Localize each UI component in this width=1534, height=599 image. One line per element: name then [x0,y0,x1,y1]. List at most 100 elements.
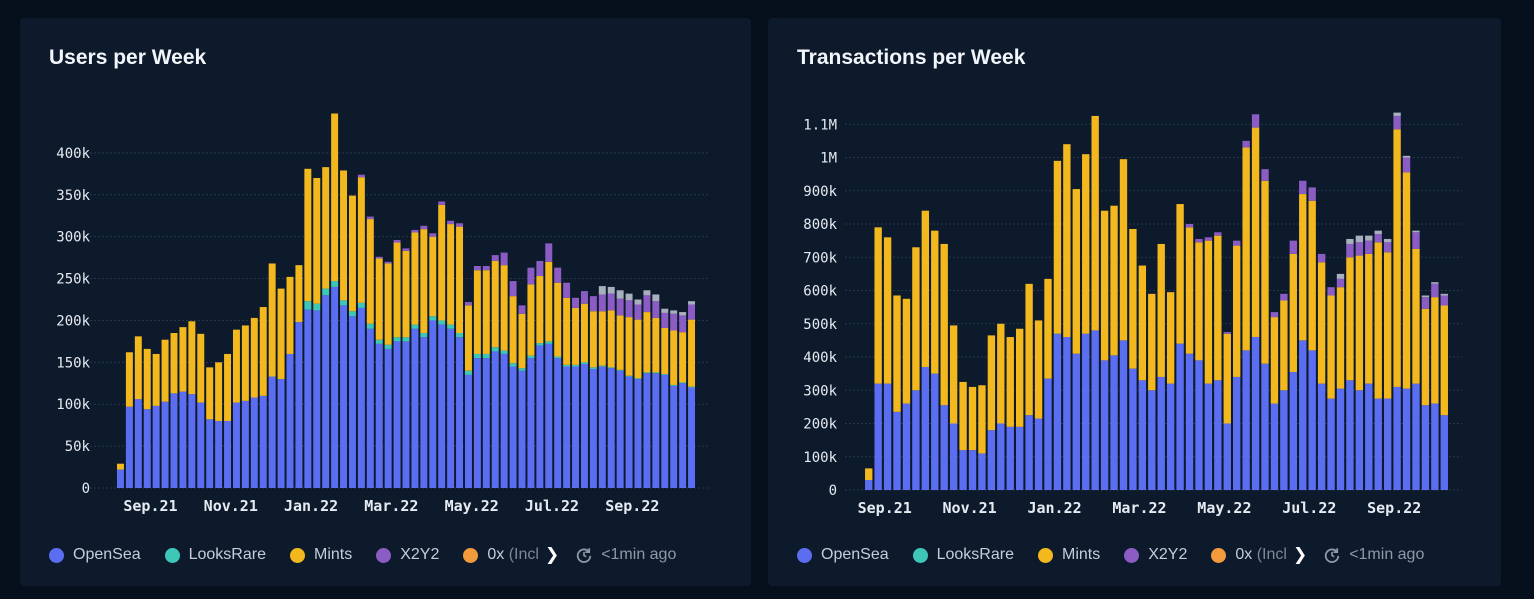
legend-next-chevron-icon[interactable]: ❯ [1292,545,1308,564]
bar-opensea-51[interactable] [1346,380,1354,490]
bar-opensea-17[interactable] [268,376,276,488]
bar-mints-53[interactable] [589,311,597,368]
bar-mints-45[interactable] [518,313,526,369]
bar-opensea-58[interactable] [1412,383,1420,490]
bar-opensea-24[interactable] [1091,330,1099,490]
bar-looksrare-26[interactable] [348,311,356,317]
bar-other-60[interactable] [652,294,660,302]
bar-mints-5[interactable] [161,339,169,402]
bar-x2y2-35[interactable] [1195,238,1203,243]
bar-mints-0[interactable] [865,468,873,481]
bar-other-59[interactable] [643,290,651,296]
bar-opensea-17[interactable] [1025,415,1033,490]
bar-other-54[interactable] [598,286,606,295]
bar-x2y2-61[interactable] [661,312,669,328]
bar-opensea-10[interactable] [959,450,967,490]
bar-mints-3[interactable] [143,348,151,410]
bar-mints-13[interactable] [987,335,996,431]
bar-mints-7[interactable] [179,327,187,392]
bar-opensea-25[interactable] [1100,360,1109,490]
bar-opensea-37[interactable] [1214,380,1222,490]
bar-x2y2-39[interactable] [464,302,472,306]
bar-mints-43[interactable] [500,265,508,351]
bar-mints-14[interactable] [997,323,1005,424]
bar-opensea-13[interactable] [232,402,240,488]
bar-opensea-15[interactable] [250,397,258,488]
legend-item-x2y2[interactable]: X2Y2 [376,546,439,564]
bar-mints-24[interactable] [1091,115,1099,331]
bar-opensea-45[interactable] [1289,371,1297,490]
bar-mints-59[interactable] [1421,308,1430,406]
bar-mints-61[interactable] [661,327,669,375]
bar-x2y2-60[interactable] [1431,283,1439,298]
bar-x2y2-50[interactable] [563,282,571,298]
bar-looksrare-25[interactable] [340,300,348,306]
bar-looksrare-34[interactable] [420,333,428,338]
bar-mints-8[interactable] [940,243,948,406]
bar-looksrare-55[interactable] [607,367,615,369]
bar-other-57[interactable] [625,293,633,301]
bar-opensea-6[interactable] [170,393,178,488]
bar-other-59[interactable] [1421,295,1430,298]
bar-other-50[interactable] [1336,273,1345,279]
bar-looksrare-22[interactable] [313,303,321,311]
bar-mints-41[interactable] [482,270,490,354]
bar-mints-23[interactable] [322,167,330,289]
bar-x2y2-44[interactable] [1280,293,1288,301]
bar-opensea-40[interactable] [473,358,481,488]
bar-mints-35[interactable] [429,236,437,317]
bar-mints-48[interactable] [1317,262,1326,384]
bar-x2y2-39[interactable] [1233,240,1241,246]
bar-opensea-61[interactable] [1440,415,1448,490]
bar-x2y2-62[interactable] [670,313,678,331]
bar-mints-40[interactable] [1242,147,1250,351]
bar-looksrare-49[interactable] [554,356,562,359]
bar-mints-27[interactable] [357,177,365,303]
bar-opensea-27[interactable] [1119,340,1128,491]
bar-opensea-37[interactable] [447,328,455,488]
bar-mints-22[interactable] [1072,189,1080,354]
bar-other-56[interactable] [1393,112,1401,116]
bar-opensea-18[interactable] [277,379,285,488]
bar-mints-20[interactable] [1053,160,1062,334]
bar-mints-14[interactable] [241,325,249,401]
bar-x2y2-64[interactable] [688,304,696,320]
bar-opensea-53[interactable] [1365,383,1373,490]
bar-x2y2-53[interactable] [589,296,597,312]
bar-opensea-16[interactable] [1016,426,1024,490]
bar-x2y2-33[interactable] [411,229,419,233]
bar-looksrare-58[interactable] [634,378,642,380]
bar-mints-31[interactable] [1157,243,1165,377]
bar-mints-49[interactable] [1327,295,1335,399]
bar-opensea-0[interactable] [116,469,124,488]
bar-mints-16[interactable] [259,307,267,396]
bar-x2y2-38[interactable] [1223,332,1231,334]
bar-opensea-21[interactable] [1063,337,1071,490]
bar-mints-50[interactable] [563,297,571,365]
bar-opensea-44[interactable] [1280,390,1288,490]
bar-opensea-38[interactable] [1223,423,1231,491]
bar-mints-7[interactable] [931,230,939,374]
refresh-icon[interactable] [575,546,593,564]
refresh-icon[interactable] [1323,546,1341,564]
bar-mints-24[interactable] [331,113,339,282]
bar-opensea-21[interactable] [304,309,312,488]
bar-opensea-6[interactable] [921,366,930,490]
bar-opensea-43[interactable] [1270,403,1279,490]
bar-mints-1[interactable] [125,352,133,407]
bar-opensea-59[interactable] [643,373,651,488]
bar-mints-56[interactable] [616,315,624,370]
bar-mints-54[interactable] [598,311,606,366]
bar-other-51[interactable] [1346,238,1354,244]
bar-mints-15[interactable] [1006,337,1014,427]
bar-mints-42[interactable] [1261,180,1269,364]
bar-x2y2-31[interactable] [393,240,401,243]
bar-mints-55[interactable] [1383,252,1392,399]
bar-opensea-34[interactable] [420,337,428,488]
bar-opensea-28[interactable] [366,328,374,488]
bar-looksrare-38[interactable] [456,333,464,338]
bar-mints-44[interactable] [1280,300,1288,391]
bar-opensea-14[interactable] [997,423,1005,491]
bar-opensea-47[interactable] [1308,350,1316,490]
bar-x2y2-63[interactable] [679,315,687,333]
